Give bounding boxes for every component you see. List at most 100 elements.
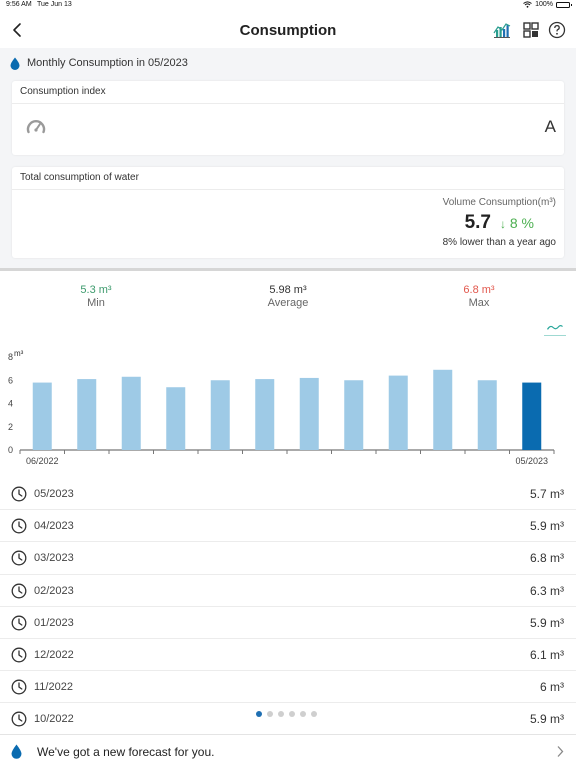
bar: [77, 379, 97, 450]
history-value: 6.3 m³: [529, 583, 564, 598]
history-month: 03/2023: [34, 552, 74, 565]
water-drop-icon: [10, 57, 20, 70]
volume-value: 5.7: [464, 212, 491, 233]
history-value: 6.8 m³: [529, 551, 564, 566]
water-drop-icon: [11, 744, 22, 759]
history-month: 12/2022: [34, 648, 74, 661]
battery-percent: 100%: [535, 1, 553, 8]
stat-max-value: 6.8 m³: [463, 284, 495, 296]
history-value: 5.9 m³: [529, 615, 564, 630]
page-dot[interactable]: [256, 711, 262, 717]
stat-max: 6.8 m³ Max: [419, 284, 539, 309]
section-divider: [0, 268, 576, 271]
clock-icon: [11, 550, 27, 566]
x-start-label: 06/2022: [26, 456, 59, 466]
x-end-label: 05/2023: [515, 456, 548, 466]
chart-icon[interactable]: [493, 21, 511, 39]
y-tick-label: 0: [8, 445, 13, 455]
history-list: 05/2023 5.7 m³ 04/2023 5.9 m³ 03/2023 6.8 m³ 0…: [0, 478, 576, 736]
page-dot[interactable]: [267, 711, 273, 717]
trend-line-icon[interactable]: [544, 320, 566, 336]
bar-chart: m³ 0 2 4 6 8 06/2022 05/2023: [8, 349, 555, 466]
arrow-down-icon: ↓: [499, 217, 506, 231]
history-value: 6.1 m³: [529, 647, 564, 662]
history-row[interactable]: 02/2023 6.3 m³: [0, 575, 576, 607]
consumption-index-title: Consumption index: [12, 81, 564, 104]
gauge-icon: [26, 120, 46, 134]
history-row[interactable]: 01/2023 5.9 m³: [0, 607, 576, 639]
stat-average: 5.98 m³ Average: [228, 284, 348, 309]
history-value: 6 m³: [540, 680, 564, 695]
stat-min: 5.3 m³ Min: [36, 284, 156, 309]
page-dot[interactable]: [311, 711, 317, 717]
back-chevron-icon[interactable]: [8, 20, 28, 40]
volume-change: ↓ 8 %: [500, 215, 534, 231]
period-label: Monthly Consumption in 05/2023: [27, 57, 188, 69]
y-tick-label: 2: [8, 422, 13, 432]
stat-min-label: Min: [87, 297, 105, 309]
status-bar: 9:56 AM Tue Jun 13 100%: [0, 0, 576, 12]
wifi-icon: [523, 1, 532, 8]
period-row: Monthly Consumption in 05/2023: [10, 55, 188, 71]
bar: [32, 382, 52, 450]
bar: [255, 379, 275, 450]
header: Consumption: [0, 12, 576, 48]
history-row[interactable]: 11/2022 6 m³: [0, 671, 576, 704]
y-tick-label: 8: [8, 352, 13, 362]
total-water-title: Total consumption of water: [12, 167, 564, 190]
page-dot[interactable]: [278, 711, 284, 717]
y-unit-label: m³: [14, 349, 24, 358]
y-tick-label: 4: [8, 399, 13, 409]
total-water-card: Total consumption of water Volume Consum…: [12, 167, 564, 258]
stat-min-value: 5.3 m³: [80, 284, 112, 296]
volume-label: Volume Consumption(m³): [442, 197, 556, 208]
forecast-message: We've got a new forecast for you.: [37, 745, 215, 759]
history-month: 04/2023: [34, 520, 74, 533]
stat-average-value: 5.98 m³: [269, 284, 307, 296]
clock-icon: [11, 711, 27, 727]
history-month: 01/2023: [34, 616, 74, 629]
bar: [522, 382, 542, 450]
clock-icon: [11, 647, 27, 663]
help-icon[interactable]: [548, 21, 566, 39]
history-row[interactable]: 05/2023 5.7 m³: [0, 478, 576, 511]
history-month: 05/2023: [34, 488, 74, 500]
stat-average-label: Average: [267, 297, 309, 309]
history-row[interactable]: 04/2023 5.9 m³: [0, 510, 576, 543]
volume-change-text: 8 %: [509, 215, 534, 231]
history-value: 5.9 m³: [529, 712, 564, 727]
page-dot[interactable]: [289, 711, 295, 717]
page-dot[interactable]: [300, 711, 306, 717]
page-indicator: [256, 711, 317, 717]
history-month: 11/2022: [34, 681, 73, 694]
clock-icon: [11, 486, 27, 502]
summary-section: Monthly Consumption in 05/2023 Consumpti…: [0, 48, 576, 268]
volume-row: 5.7 ↓ 8 %: [465, 212, 534, 234]
bar: [477, 380, 497, 450]
history-row[interactable]: 03/2023 6.8 m³: [0, 542, 576, 575]
bar: [388, 375, 408, 450]
clock-icon: [11, 583, 27, 599]
volume-note: 8% lower than a year ago: [442, 237, 556, 248]
history-row[interactable]: 12/2022 6.1 m³: [0, 639, 576, 672]
history-row[interactable]: 10/2022 5.9 m³: [0, 703, 576, 736]
stat-max-label: Max: [468, 297, 490, 309]
history-value: 5.7 m³: [529, 487, 564, 501]
bar: [433, 369, 453, 450]
status-time: 9:56 AM: [6, 1, 32, 8]
chevron-right-icon: [557, 746, 564, 757]
bar: [344, 380, 364, 450]
bar: [210, 380, 230, 450]
forecast-banner[interactable]: We've got a new forecast for you.: [0, 734, 576, 768]
grid-icon[interactable]: [522, 21, 540, 39]
clock-icon: [11, 615, 27, 631]
clock-icon: [11, 518, 27, 534]
consumption-index-card: Consumption index A: [12, 81, 564, 155]
page-title: Consumption: [239, 22, 337, 39]
status-right: 100%: [523, 1, 572, 8]
clock-icon: [11, 679, 27, 695]
bar: [121, 376, 141, 450]
stats-row: 5.3 m³ Min 5.98 m³ Average 6.8 m³ Max: [0, 284, 576, 312]
bar: [299, 377, 319, 450]
battery-icon: [556, 1, 572, 8]
